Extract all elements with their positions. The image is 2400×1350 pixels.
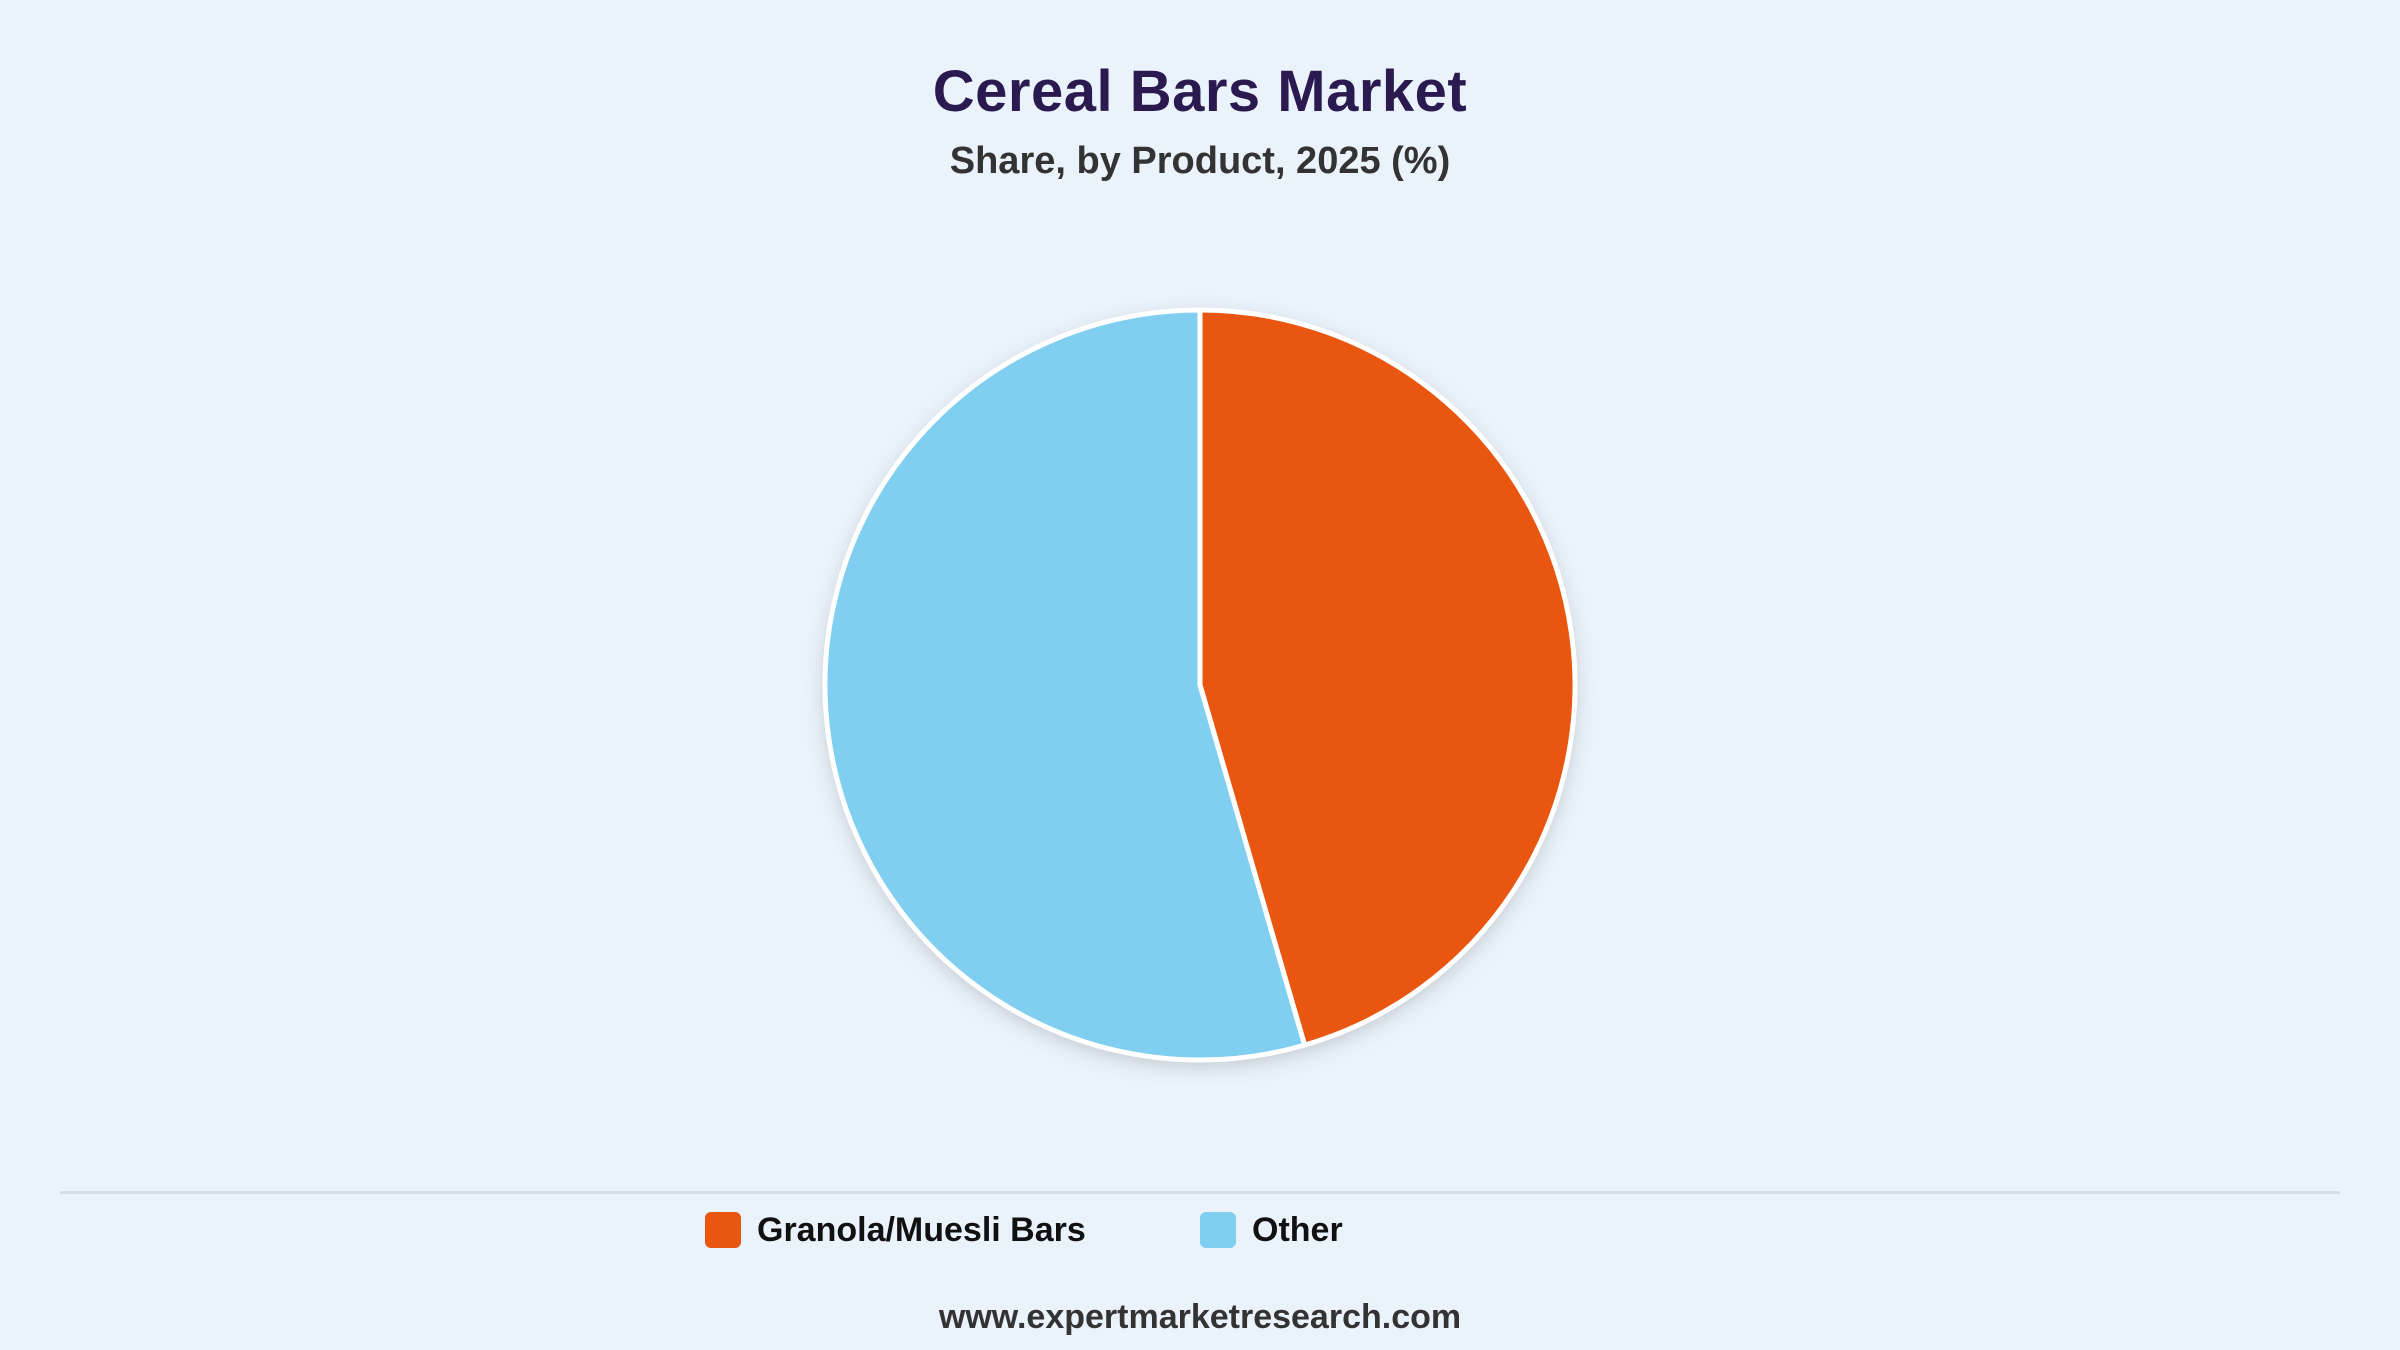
- pie-chart: [822, 307, 1578, 1063]
- legend-item-other: Other: [1200, 1210, 1343, 1250]
- legend-swatch-granola-muesli-bars: [705, 1212, 741, 1248]
- legend-label-granola-muesli-bars: Granola/Muesli Bars: [757, 1210, 1086, 1249]
- pie-slices-group: [822, 307, 1578, 1063]
- legend-swatch-other: [1200, 1212, 1236, 1248]
- chart-subtitle: Share, by Product, 2025 (%): [949, 140, 1451, 182]
- legend: Granola/Muesli Bars Other: [0, 1210, 2400, 1250]
- pie-slice-granola-muesli-bars: [1197, 307, 1578, 1048]
- legend-label-other: Other: [1252, 1210, 1343, 1249]
- chart-title: Cereal Bars Market: [932, 59, 1468, 124]
- pie-slice-other: [822, 307, 1308, 1063]
- legend-item-granola-muesli-bars: Granola/Muesli Bars: [705, 1210, 1086, 1250]
- source-url: www.expertmarketresearch.com: [938, 1298, 1462, 1336]
- legend-divider: [60, 1191, 2340, 1194]
